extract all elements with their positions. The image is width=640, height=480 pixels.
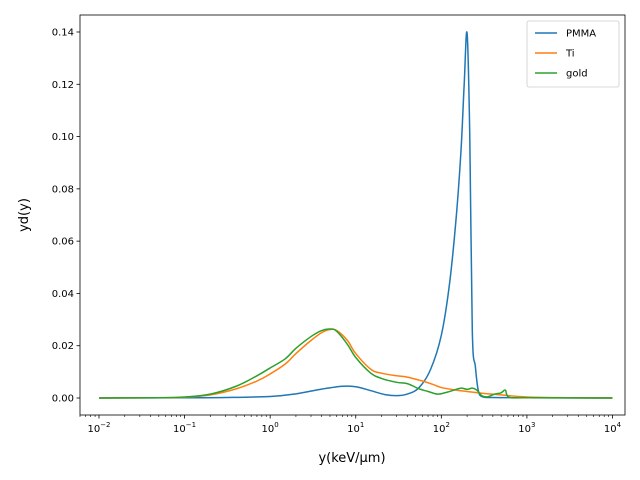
- x-tick-label: 100: [262, 421, 279, 435]
- x-tick-label: 104: [604, 421, 622, 435]
- plot-frame: [79, 14, 626, 416]
- legend-label-ti: Ti: [565, 49, 575, 60]
- legend-label-pmma: PMMA: [566, 29, 596, 40]
- series-line-pmma: [98, 31, 613, 399]
- legend: PMMA Ti gold: [526, 20, 620, 88]
- legend-box: [526, 20, 620, 88]
- x-axis: 10−2 10−1 100 101 102 103 104: [79, 415, 622, 435]
- series-line-ti: [98, 328, 613, 399]
- x-tick-label: 10−2: [87, 421, 110, 435]
- series-layer: [98, 31, 613, 399]
- x-tick-label: 102: [433, 421, 450, 435]
- y-axis: 0.00 0.02 0.04 0.06 0.08 0.10 0.12 0.14: [52, 27, 80, 405]
- series-line-gold: [98, 328, 613, 399]
- x-axis-label: y(keV/μm): [318, 451, 385, 466]
- x-tick-label: 101: [347, 421, 364, 435]
- x-tick-label: 10−1: [173, 421, 196, 435]
- y-tick-label: 0.12: [52, 80, 74, 91]
- y-tick-label: 0.04: [52, 289, 74, 300]
- y-tick-label: 0.02: [52, 341, 74, 352]
- y-tick-label: 0.08: [52, 184, 74, 195]
- y-tick-label: 0.06: [52, 237, 74, 248]
- y-axis-label: yd(y): [17, 198, 32, 232]
- y-tick-label: 0.14: [52, 27, 74, 38]
- y-tick-label: 0.10: [52, 132, 74, 143]
- y-tick-label: 0.00: [52, 394, 74, 405]
- legend-label-gold: gold: [566, 69, 588, 80]
- x-tick-label: 103: [518, 421, 535, 435]
